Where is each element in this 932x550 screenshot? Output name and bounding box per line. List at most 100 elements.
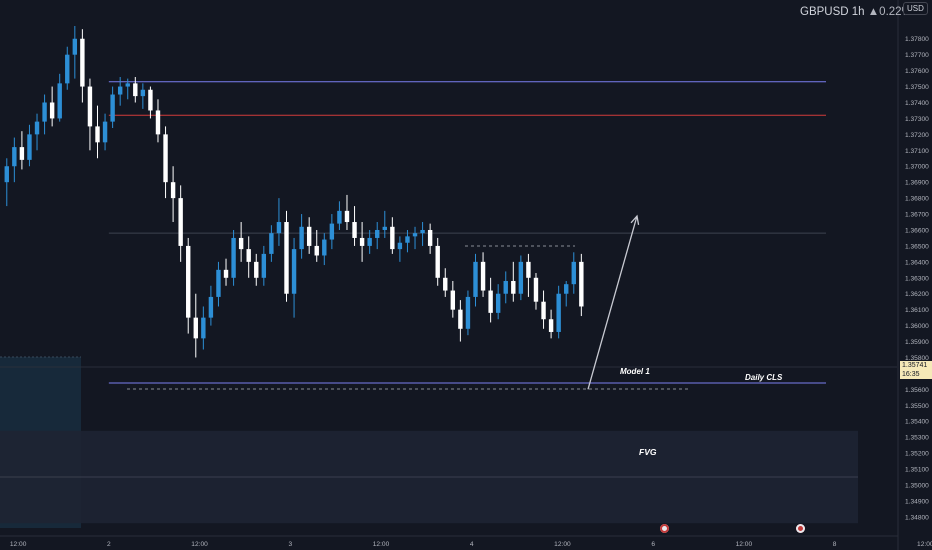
price-tick-label: 1.35900 (905, 339, 929, 346)
candle-body (337, 210, 342, 224)
time-tick-label: 2 (107, 541, 111, 548)
model-label: Model 1 (620, 367, 650, 376)
price-tick-label: 1.36400 (905, 259, 929, 266)
candle-body (125, 83, 130, 87)
price-tick-label: 1.35300 (905, 435, 929, 442)
candle-body (579, 261, 584, 307)
price-tick-label: 1.35100 (905, 467, 929, 474)
candle-body (526, 261, 531, 278)
currency-button[interactable]: USD (903, 2, 928, 15)
price-tick-label: 1.37500 (905, 84, 929, 91)
candle-body (359, 237, 365, 246)
candle-body (367, 237, 372, 246)
candle-body (427, 229, 433, 246)
current-price-value: 1.35741 (902, 362, 928, 369)
candle-body (238, 237, 244, 250)
candle-body (246, 249, 251, 262)
projection-arrow-line (587, 215, 638, 390)
candle-body (19, 147, 25, 160)
candle-body (480, 261, 486, 291)
candle-body (405, 236, 410, 243)
candle-body (435, 245, 440, 278)
candle-body (155, 110, 161, 135)
candle-body (503, 280, 508, 294)
timeframe-label: 1h (851, 6, 865, 18)
price-tick-label: 1.36600 (905, 227, 929, 234)
daily-cls-label: Daily CLS (745, 373, 783, 382)
candle-body (284, 222, 289, 294)
levels-layer (108, 81, 826, 390)
candle-body (133, 83, 138, 97)
candle-body (443, 277, 448, 291)
candle-body (420, 229, 425, 234)
uk-flag-event-icon[interactable] (796, 524, 805, 533)
price-tick-label: 1.35600 (905, 387, 929, 394)
time-tick-label: 12:00 (191, 541, 208, 548)
candle-body (541, 301, 546, 320)
time-tick-label: 12:00 (373, 541, 390, 548)
fvg-label: FVG (639, 447, 657, 457)
price-tick-label: 1.37000 (905, 164, 929, 171)
price-tick-label: 1.36100 (905, 307, 929, 314)
price-tick-label: 1.35000 (905, 482, 929, 489)
candle-body (80, 38, 85, 87)
candle-body (42, 102, 47, 122)
candle-body (178, 198, 183, 246)
time-tick-label: 6 (651, 541, 655, 548)
candle-body (548, 319, 554, 332)
current-price-label: 1.35741 16:35 (900, 361, 932, 379)
candle-body (95, 126, 100, 143)
candle-body (322, 239, 327, 256)
candles-layer (4, 26, 584, 358)
price-tick-label: 1.37400 (905, 100, 929, 107)
candle-body (344, 210, 350, 223)
candle-body (216, 269, 221, 297)
price-tick-label: 1.36200 (905, 291, 929, 298)
candle-body (511, 280, 516, 294)
price-tick-label: 1.37300 (905, 116, 929, 123)
projection-arrow-head (630, 214, 640, 226)
time-tick-label: 12:00 (917, 541, 932, 548)
time-tick-label: 3 (288, 541, 292, 548)
zones-layer (0, 356, 897, 528)
symbol-title[interactable]: GBPUSD 1h ▲0.22% (800, 6, 912, 18)
price-tick-label: 1.35400 (905, 419, 929, 426)
candle-body (186, 245, 191, 318)
time-axis[interactable]: Jul12:00212:00312:00412:00612:00812:0091… (0, 535, 932, 548)
candle-body (412, 233, 418, 237)
candle-body (473, 261, 478, 297)
candle-body (12, 147, 17, 167)
candle-body (208, 296, 214, 318)
price-tick-label: 1.34900 (905, 498, 929, 505)
price-tick-label: 1.36800 (905, 196, 929, 203)
candle-body (201, 317, 206, 339)
candle-body (495, 293, 501, 313)
time-tick-label: 12:00 (554, 541, 571, 548)
candle-body (170, 182, 176, 199)
candle-body (254, 261, 259, 278)
price-tick-label: 1.34800 (905, 514, 929, 521)
candle-body (397, 242, 403, 250)
candle-body (49, 102, 55, 119)
price-tick-label: 1.36000 (905, 323, 929, 330)
us-flag-event-icon[interactable] (660, 524, 669, 533)
price-tick-label: 1.36300 (905, 275, 929, 282)
price-axis[interactable]: 1.37800 1.37700 1.37600 1.37500 1.37400 1.373… (897, 0, 932, 550)
candle-body (231, 237, 236, 278)
candle-body (65, 54, 70, 84)
price-tick-label: 1.37700 (905, 52, 929, 59)
candle-body (564, 284, 569, 294)
candle-body (465, 296, 471, 329)
change-arrow-icon: ▲ (867, 6, 880, 18)
candle-body (163, 134, 168, 183)
price-tick-label: 1.35500 (905, 403, 929, 410)
price-axis-bg (898, 0, 932, 550)
candle-body (148, 89, 153, 111)
candle-body (72, 38, 78, 55)
candle-body (102, 121, 108, 143)
candle-body (390, 226, 395, 250)
candle-body (261, 253, 267, 278)
candle-body (375, 229, 380, 238)
candle-body (458, 309, 463, 329)
